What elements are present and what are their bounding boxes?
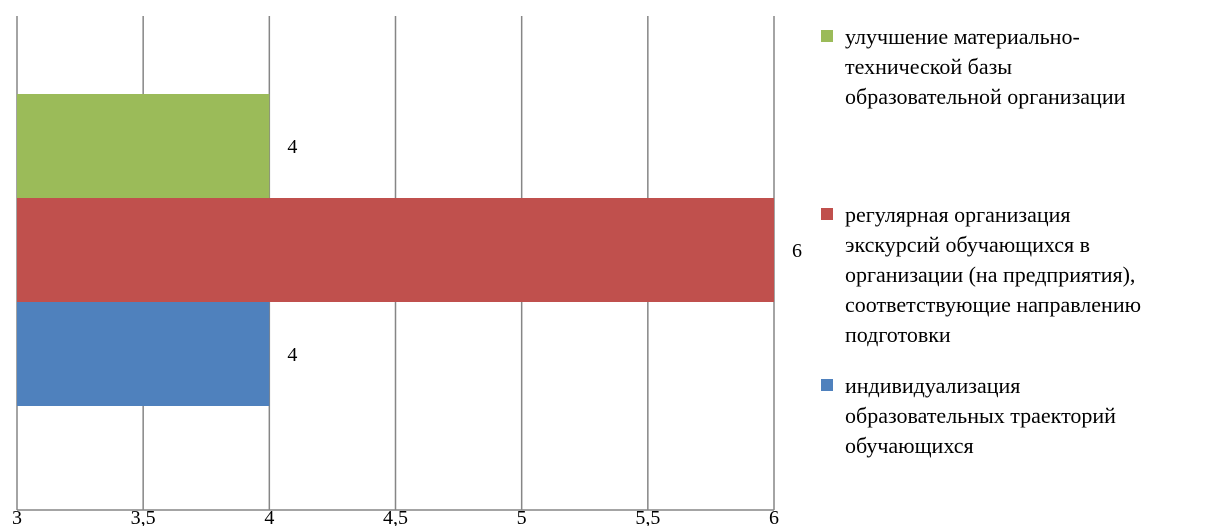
legend-item-individualization: индивидуализация образовательных траекто…	[821, 371, 1201, 461]
bar-chart: 4 6 4 3 3,5 4 4,5 5 5,5 6	[12, 16, 802, 526]
legend-swatch-excursions	[821, 208, 833, 220]
x-tick-label: 3,5	[131, 507, 156, 526]
legend-item-material-base: улучшение материально- технической базы …	[821, 22, 1201, 112]
legend-label-individualization: индивидуализация образовательных траекто…	[845, 373, 1116, 458]
x-axis-ticks: 3 3,5 4 4,5 5 5,5 6	[12, 507, 779, 526]
data-labels: 4 6 4	[287, 136, 802, 366]
x-tick-label: 4,5	[383, 507, 408, 526]
x-tick-label: 5	[517, 507, 527, 526]
bar	[17, 302, 270, 406]
legend-label-excursions: регулярная организация экскурсий обучающ…	[845, 202, 1142, 347]
legend-label-material-base: улучшение материально- технической базы …	[845, 24, 1126, 109]
x-tick-label: 5,5	[635, 507, 660, 526]
data-label: 4	[287, 136, 297, 158]
legend-swatch-material-base	[821, 30, 833, 42]
data-label: 6	[792, 240, 802, 262]
legend-swatch-individualization	[821, 379, 833, 391]
bars	[17, 94, 774, 406]
x-tick-label: 3	[12, 507, 22, 526]
x-tick-label: 4	[264, 507, 274, 526]
data-label: 4	[287, 344, 297, 366]
bar	[17, 94, 270, 198]
legend-item-excursions: регулярная организация экскурсий обучающ…	[821, 200, 1201, 350]
bar	[17, 198, 774, 302]
x-tick-label: 6	[769, 507, 779, 526]
